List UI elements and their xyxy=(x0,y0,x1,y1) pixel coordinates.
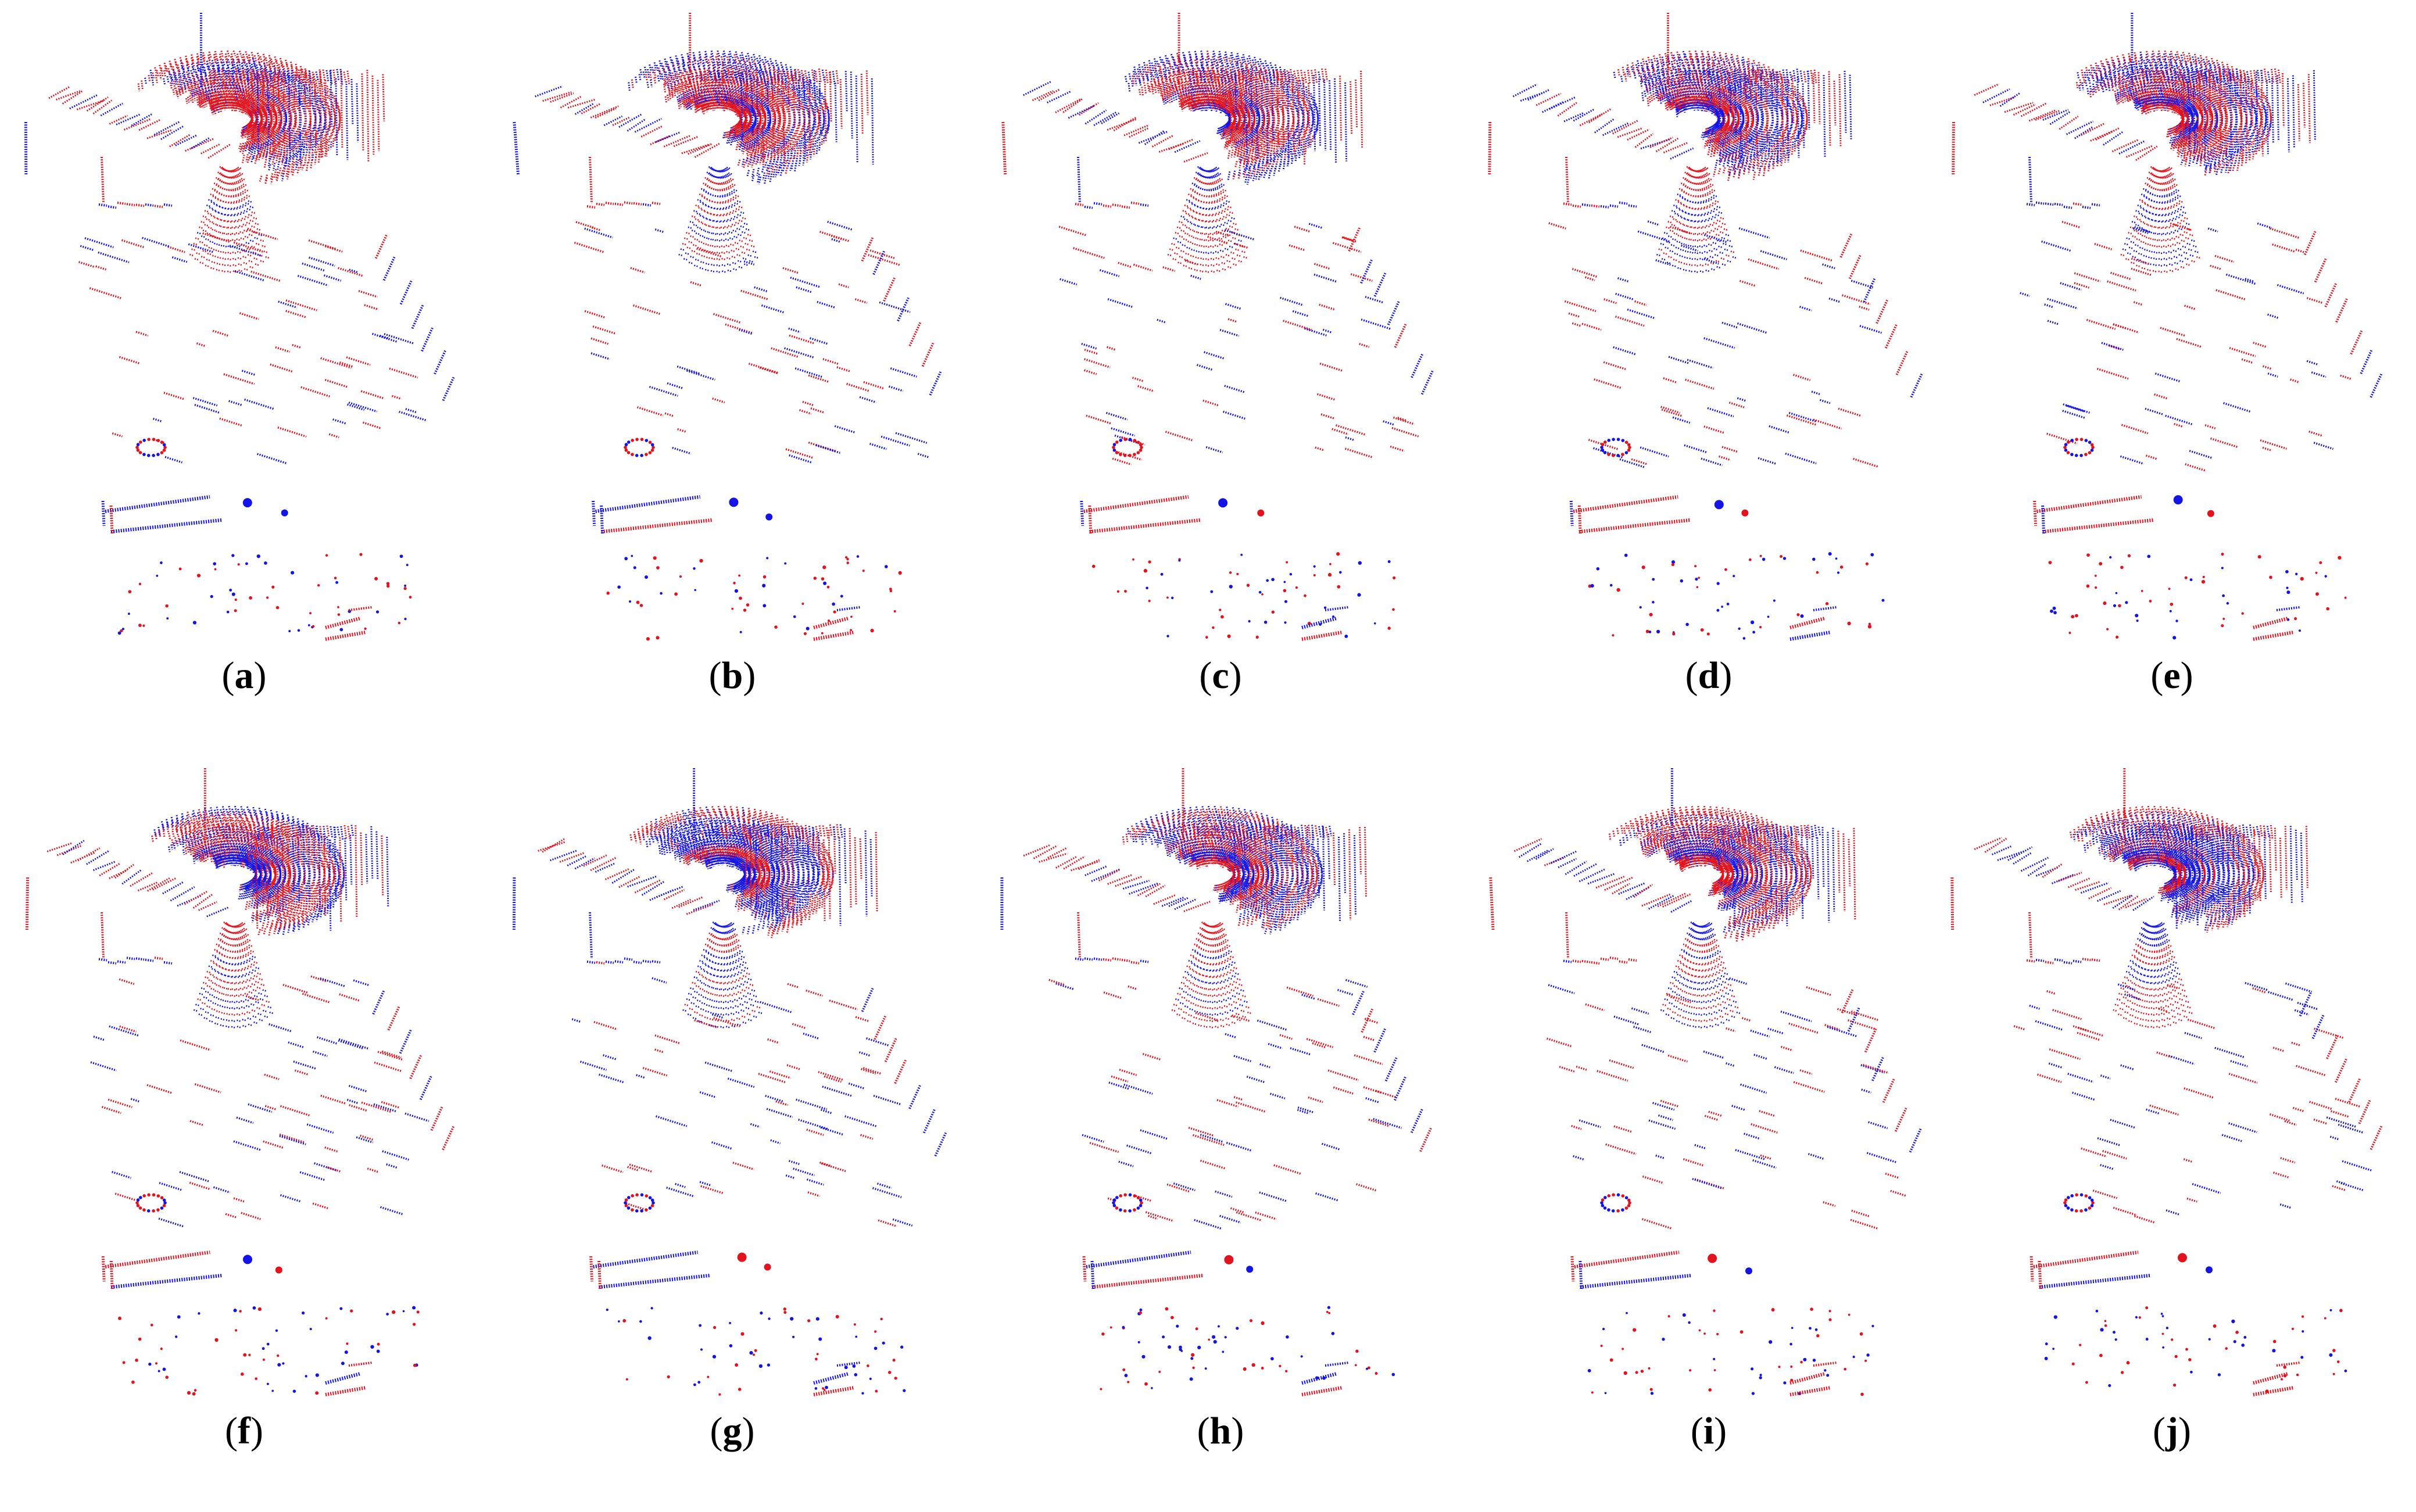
caption-j: (j) xyxy=(2153,1410,2191,1452)
caption-letter-j: j xyxy=(2166,1410,2178,1452)
panel-c: (c) xyxy=(976,0,1465,750)
point-layer xyxy=(1001,13,1434,641)
caption-g: (g) xyxy=(710,1410,755,1452)
point-layer xyxy=(1952,13,2383,641)
point-cloud-registration-j xyxy=(1950,768,2383,1396)
caption-letter-c: c xyxy=(1212,654,1229,697)
point-cloud-registration-c xyxy=(1001,13,1434,641)
caption-letter-b: b xyxy=(721,654,743,697)
point-layer xyxy=(1489,768,1922,1396)
point-cloud-registration-h xyxy=(1000,768,1432,1396)
panel-f: (f) xyxy=(0,755,488,1505)
point-layer xyxy=(1000,768,1432,1396)
panel-i: (i) xyxy=(1465,755,1953,1505)
point-cloud-registration-b xyxy=(513,13,942,641)
caption-i: (i) xyxy=(1690,1410,1727,1452)
panel-h: (h) xyxy=(976,755,1465,1505)
point-layer xyxy=(512,768,947,1396)
caption-letter-d: d xyxy=(1698,654,1720,697)
panel-b: (b) xyxy=(488,0,976,750)
panel-a: (a) xyxy=(0,0,488,750)
caption-letter-i: i xyxy=(1703,1410,1715,1452)
caption-e: (e) xyxy=(2150,654,2193,697)
caption-c: (c) xyxy=(1199,654,1242,697)
point-layer xyxy=(24,13,455,641)
caption-h: (h) xyxy=(1197,1410,1244,1452)
caption-a: (a) xyxy=(221,654,267,697)
point-layer xyxy=(513,13,942,641)
caption-letter-f: f xyxy=(238,1410,250,1452)
caption-f: (f) xyxy=(225,1410,263,1452)
caption-letter-g: g xyxy=(722,1410,742,1452)
point-cloud-registration-a xyxy=(24,13,455,641)
point-cloud-registration-f xyxy=(25,768,454,1396)
point-cloud-registration-g xyxy=(512,768,947,1396)
caption-letter-e: e xyxy=(2163,654,2181,697)
panel-d: (d) xyxy=(1465,0,1953,750)
caption-letter-h: h xyxy=(1209,1410,1232,1452)
point-layer xyxy=(1488,13,1923,641)
point-layer xyxy=(1950,768,2383,1396)
point-cloud-registration-e xyxy=(1952,13,2383,641)
panel-j: (j) xyxy=(1928,755,2416,1505)
caption-d: (d) xyxy=(1685,654,1733,697)
panel-g: (g) xyxy=(488,755,976,1505)
point-cloud-registration-i xyxy=(1489,768,1922,1396)
caption-b: (b) xyxy=(708,654,756,697)
point-cloud-registration-d xyxy=(1488,13,1923,641)
panel-e: (e) xyxy=(1928,0,2416,750)
point-layer xyxy=(25,768,454,1396)
caption-letter-a: a xyxy=(234,654,254,697)
